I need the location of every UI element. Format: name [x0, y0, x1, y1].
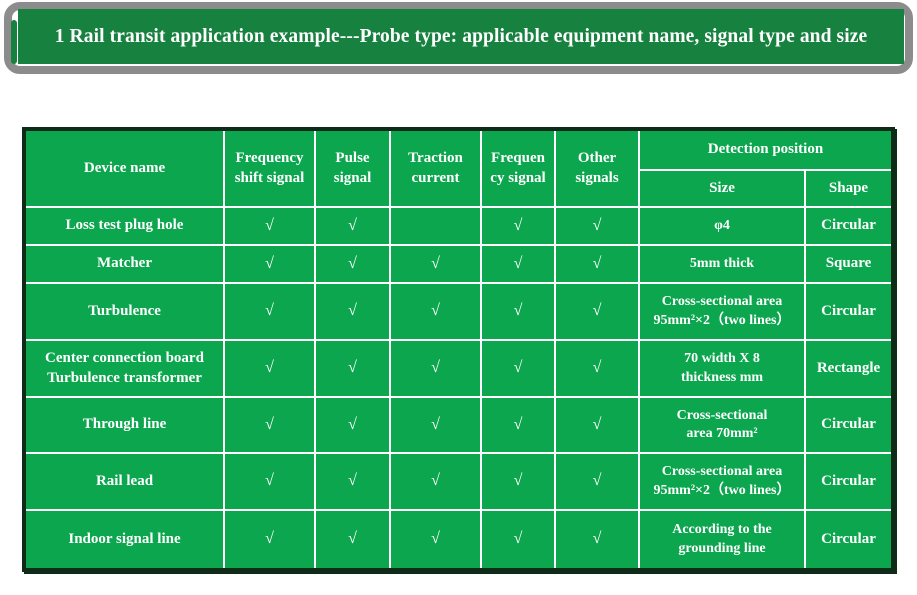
shape-cell: Rectangle [804, 339, 894, 398]
check-cell: √ [314, 244, 391, 284]
table-row: Indoor signal line √ √ √ √ √ According t… [23, 509, 894, 571]
check-cell: √ [314, 339, 391, 398]
size-cell: 5mm thick [638, 244, 806, 284]
check-cell: √ [314, 509, 391, 571]
check-cell: √ [223, 244, 316, 284]
device-cell: Matcher [23, 244, 225, 284]
check-cell: √ [223, 452, 316, 511]
check-cell: √ [223, 282, 316, 341]
table-row: Through line √ √ √ √ √ Cross-sectional a… [23, 396, 894, 454]
check-cell [389, 206, 482, 246]
check-cell: √ [554, 206, 640, 246]
check-cell: √ [554, 339, 640, 398]
header-size: Size [638, 169, 806, 208]
device-cell: Rail lead [23, 452, 225, 511]
check-cell: √ [389, 282, 482, 341]
check-cell: √ [389, 339, 482, 398]
check-cell: √ [480, 452, 556, 511]
device-cell: Turbulence [23, 282, 225, 341]
table-row: Matcher √ √ √ √ √ 5mm thick Square [23, 244, 894, 284]
shape-cell: Circular [804, 282, 894, 341]
check-cell: √ [480, 339, 556, 398]
shape-cell: Circular [804, 206, 894, 246]
table-row: Turbulence √ √ √ √ √ Cross-sectional are… [23, 282, 894, 341]
header-other-signals: Other signals [554, 128, 640, 208]
device-cell: Through line [23, 396, 225, 454]
probe-type-table: Device name Frequency shift signal Pulse… [22, 127, 895, 572]
page-title: 1 Rail transit application example---Pro… [54, 25, 868, 47]
header-detection-position: Detection position [638, 128, 894, 171]
size-cell: According to the grounding line [638, 509, 806, 571]
check-cell: √ [223, 339, 316, 398]
size-cell: Cross-sectional area 95mm²×2（two lines） [638, 452, 806, 511]
check-cell: √ [314, 282, 391, 341]
table-row: Center connection board Turbulence trans… [23, 339, 894, 398]
header-frequency-shift-signal: Frequency shift signal [223, 128, 316, 208]
size-cell: Cross-sectional area 95mm²×2（two lines） [638, 282, 806, 341]
shape-cell: Circular [804, 396, 894, 454]
size-cell: Cross-sectional area 70mm² [638, 396, 806, 454]
header-pulse-signal: Pulse signal [314, 128, 391, 208]
header-frequency-signal: Frequen cy signal [480, 128, 556, 208]
device-cell: Indoor signal line [23, 509, 225, 571]
table-row: Loss test plug hole √ √ √ √ φ4 Circular [23, 206, 894, 246]
check-cell: √ [223, 396, 316, 454]
banner-shadow-outline [4, 2, 913, 74]
check-cell: √ [480, 396, 556, 454]
shape-cell: Circular [804, 509, 894, 571]
check-cell: √ [554, 452, 640, 511]
device-cell: Center connection board Turbulence trans… [23, 339, 225, 398]
check-cell: √ [554, 282, 640, 341]
check-cell: √ [480, 509, 556, 571]
check-cell: √ [314, 396, 391, 454]
check-cell: √ [389, 509, 482, 571]
check-cell: √ [554, 244, 640, 284]
check-cell: √ [480, 282, 556, 341]
table-row: Rail lead √ √ √ √ √ Cross-sectional area… [23, 452, 894, 511]
shape-cell: Circular [804, 452, 894, 511]
device-signal-table: Device name Frequency shift signal Pulse… [22, 127, 895, 572]
check-cell: √ [389, 452, 482, 511]
check-cell: √ [314, 206, 391, 246]
header-shape: Shape [804, 169, 894, 208]
check-cell: √ [554, 509, 640, 571]
check-cell: √ [223, 206, 316, 246]
check-cell: √ [389, 396, 482, 454]
banner-left-accent-bar [11, 20, 17, 64]
size-cell: φ4 [638, 206, 806, 246]
check-cell: √ [480, 206, 556, 246]
header-traction-current: Traction current [389, 128, 482, 208]
title-banner: 1 Rail transit application example---Pro… [18, 9, 904, 64]
header-device-name: Device name [23, 128, 225, 208]
check-cell: √ [480, 244, 556, 284]
shape-cell: Square [804, 244, 894, 284]
check-cell: √ [314, 452, 391, 511]
size-cell: 70 width X 8 thickness mm [638, 339, 806, 398]
check-cell: √ [389, 244, 482, 284]
device-cell: Loss test plug hole [23, 206, 225, 246]
check-cell: √ [554, 396, 640, 454]
check-cell: √ [223, 509, 316, 571]
